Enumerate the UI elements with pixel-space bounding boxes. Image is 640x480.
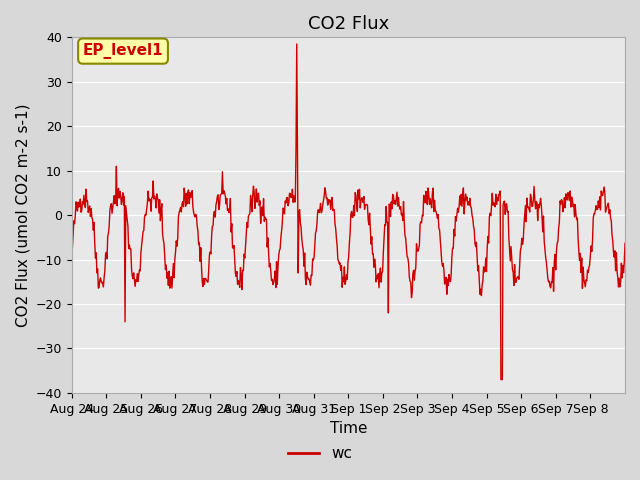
Legend: wc: wc [282,440,358,468]
Y-axis label: CO2 Flux (umol CO2 m-2 s-1): CO2 Flux (umol CO2 m-2 s-1) [15,103,30,327]
X-axis label: Time: Time [330,421,367,436]
Title: CO2 Flux: CO2 Flux [308,15,389,33]
Text: EP_level1: EP_level1 [83,43,163,59]
